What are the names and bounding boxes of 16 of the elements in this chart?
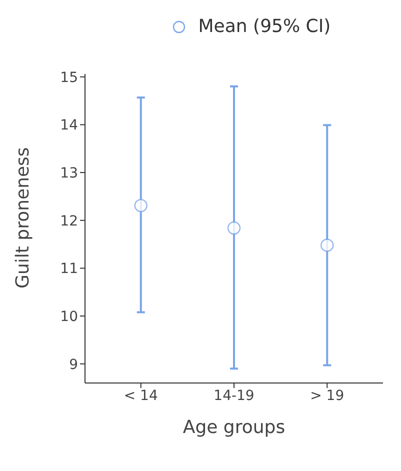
x-tick-label: 14-19 [214,388,254,404]
y-tick-label: 14 [60,118,78,134]
x-tick-label: > 19 [310,388,344,404]
point [134,198,148,212]
legend-label: Mean (95% CI) [198,16,331,37]
y-tick-label: 12 [60,213,78,230]
y-tick-label: 10 [60,309,78,326]
y-axis-title: Guilt proneness [12,147,34,288]
y-tick-label: 13 [60,166,78,182]
y-tick-label: 9 [69,356,78,373]
point [227,221,241,235]
x-tick-label: < 14 [124,388,158,404]
x-axis-title: Age groups [182,417,286,438]
y-tick-label: 15 [60,70,78,86]
point [320,238,334,252]
y-tick-label: 11 [60,261,78,278]
